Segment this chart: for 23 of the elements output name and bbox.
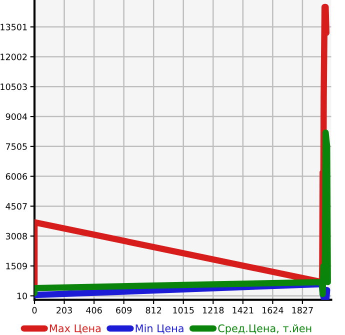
x-tick-label: 609 [116,306,132,314]
legend-label: Сред.Цена, т.йен [218,324,312,334]
x-tick-label: 1421 [232,306,254,314]
legend-label: Min Цена [136,324,184,334]
y-tick-label: 9004 [6,113,28,120]
y-tick-label: 4507 [6,203,27,210]
x-tick-label: 1218 [202,306,224,314]
y-tick-label: 6006 [6,173,28,180]
x-tick-label: 0 [32,306,37,314]
x-tick-label: 406 [86,306,102,314]
y-tick-label: 13501 [0,24,27,30]
x-tick-label: 1827 [292,306,313,314]
y-tick-label: 12002 [0,54,27,60]
y-tick-label: 1509 [6,262,27,270]
x-tick-label: 1015 [173,306,194,314]
x-tick-label: 203 [56,306,72,314]
y-tick-label: 10503 [0,83,27,90]
legend-label: Max Цена [50,324,101,334]
x-tick-label: 812 [146,306,162,314]
y-tick-label: 7505 [6,143,27,150]
y-tick-label: 3008 [6,232,27,240]
y-tick-label: 10 [17,292,27,300]
x-tick-label: 1624 [262,306,284,314]
